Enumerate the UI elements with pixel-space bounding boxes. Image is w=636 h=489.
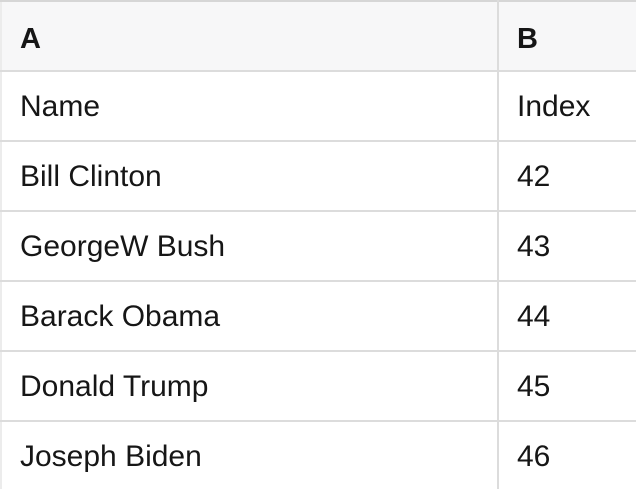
cell-b2-42[interactable]: 42: [497, 141, 636, 212]
table-row: Name Index: [1, 71, 636, 142]
cell-a1-name[interactable]: Name: [1, 71, 498, 142]
cell-a6-joseph-biden[interactable]: Joseph Biden: [1, 421, 498, 489]
cell-b1-index[interactable]: Index: [497, 71, 636, 142]
cell-b3-43[interactable]: 43: [497, 211, 636, 282]
table-row: Donald Trump 45: [1, 351, 636, 422]
column-header-a[interactable]: A: [1, 1, 498, 72]
cell-b6-46[interactable]: 46: [497, 421, 636, 489]
table-row: Joseph Biden 46: [1, 421, 636, 489]
cell-b5-45[interactable]: 45: [497, 351, 636, 422]
table-row: Barack Obama 44: [1, 281, 636, 352]
cell-a3-georgew-bush[interactable]: GeorgeW Bush: [1, 211, 498, 282]
column-header-b[interactable]: B: [497, 1, 636, 72]
cell-a4-barack-obama[interactable]: Barack Obama: [1, 281, 498, 352]
cell-a5-donald-trump[interactable]: Donald Trump: [1, 351, 498, 422]
cell-a2-bill-clinton[interactable]: Bill Clinton: [1, 141, 498, 212]
column-header-row: A B: [1, 1, 636, 72]
table-row: Bill Clinton 42: [1, 141, 636, 212]
table-row: GeorgeW Bush 43: [1, 211, 636, 282]
cell-b4-44[interactable]: 44: [497, 281, 636, 352]
